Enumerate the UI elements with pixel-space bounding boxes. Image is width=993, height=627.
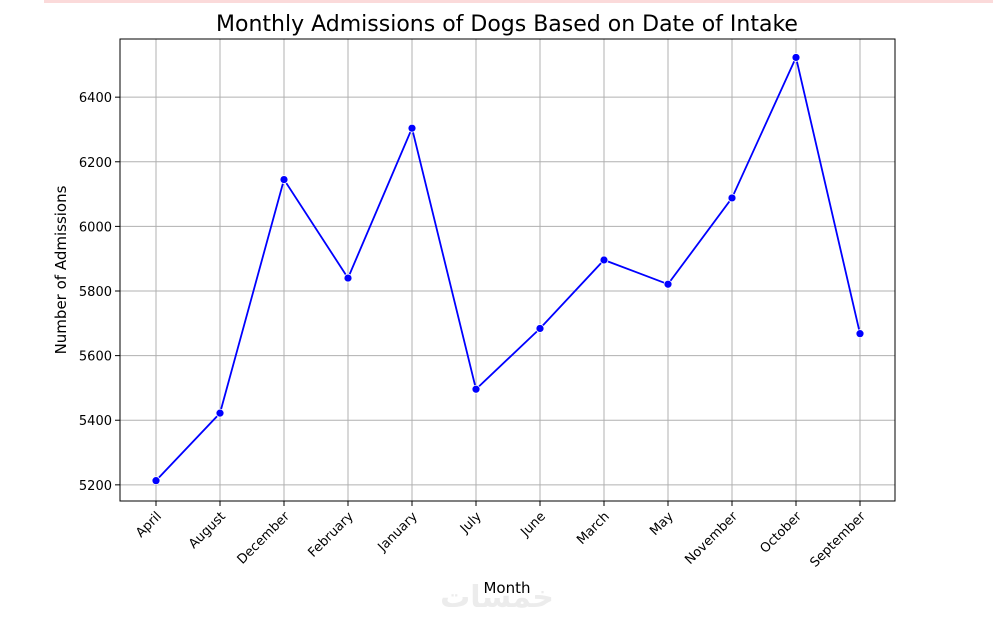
x-tick-label: August (186, 509, 229, 552)
data-point (791, 53, 801, 62)
series-line (155, 54, 861, 482)
x-tick-label: June (517, 509, 548, 540)
x-tick-label: January (375, 509, 421, 555)
data-point (407, 123, 417, 133)
x-tick-label: September (807, 509, 869, 571)
watermark-logo: خمسات (440, 580, 554, 615)
data-point (151, 476, 161, 486)
y-axis-label: Number of Admissions (52, 185, 70, 354)
x-tick-label: February (305, 509, 357, 561)
x-tick-label: April (133, 509, 165, 541)
data-point (215, 408, 225, 418)
plot-frame (119, 38, 896, 502)
x-tick-label: July (457, 509, 485, 537)
x-axis-label: Month (483, 579, 530, 597)
y-tick-label: 5600 (79, 350, 112, 365)
data-point (535, 324, 545, 333)
y-tick-label: 5800 (79, 285, 112, 300)
grid-lines (120, 39, 895, 501)
data-point (663, 279, 673, 289)
series-admissions (151, 53, 865, 486)
data-point (279, 175, 289, 184)
x-tick-label: May (647, 509, 677, 539)
y-tick-label: 6400 (79, 91, 112, 106)
data-point (599, 255, 609, 265)
x-tick-label: October (757, 509, 805, 557)
data-point (343, 273, 353, 283)
data-point (855, 329, 865, 339)
chart-title: Monthly Admissions of Dogs Based on Date… (216, 12, 798, 37)
axes: April August December February January July Ju… (79, 38, 896, 571)
top-highlight-bar (44, 0, 993, 3)
y-tick-label: 5400 (79, 414, 112, 429)
data-point (727, 193, 737, 203)
y-tick-label: 6200 (79, 156, 112, 171)
data-point (471, 384, 481, 394)
x-tick-label: December (235, 509, 294, 568)
x-tick-label: November (682, 509, 741, 568)
x-tick-label: March (574, 509, 613, 548)
y-tick-label: 5200 (79, 479, 112, 494)
y-tick-label: 6000 (79, 220, 112, 235)
